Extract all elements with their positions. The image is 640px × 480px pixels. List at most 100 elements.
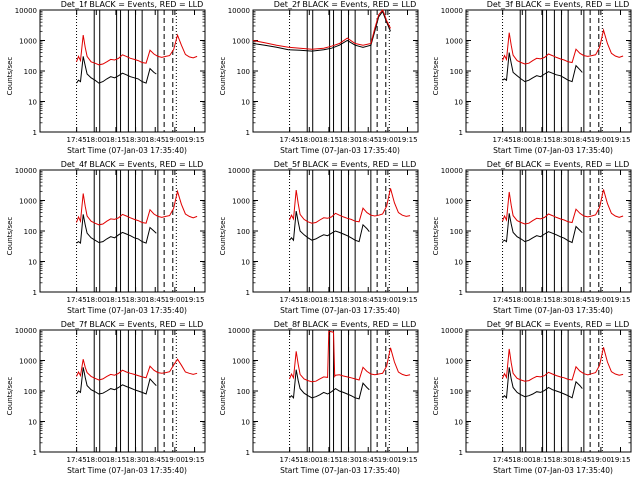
chart-panel: Det_6f BLACK = Events, RED = LLD Counts/s… (428, 160, 640, 320)
x-tick-label: 18:45 (358, 296, 378, 304)
x-tick-label: 19:15 (184, 136, 204, 144)
y-tick-label: 1000 (445, 38, 463, 46)
chart-panel: Det_9f BLACK = Events, RED = LLD Counts/s… (428, 320, 640, 480)
x-tick-label: 18:15 (106, 456, 126, 464)
y-tick-label: 1 (33, 129, 37, 137)
y-tick-label: 10000 (15, 327, 37, 335)
events-series-line (252, 10, 391, 52)
events-series-line (289, 211, 370, 243)
y-tick-label: 1000 (232, 38, 250, 46)
lld-series-line (502, 189, 624, 225)
x-axis-label: Start Time (07-Jan-03 17:35:40) (67, 466, 187, 475)
y-tick-label: 10000 (15, 7, 37, 15)
y-tick-label: 1000 (19, 358, 37, 366)
y-tick-label: 1 (246, 289, 250, 297)
x-tick-label: 19:15 (184, 456, 204, 464)
chart-title: Det_6f BLACK = Events, RED = LLD (486, 160, 630, 169)
y-tick-label: 100 (450, 228, 463, 236)
x-tick-label: 18:30 (551, 456, 571, 464)
x-tick-label: 17:45 (493, 456, 513, 464)
events-series-line (76, 56, 157, 84)
y-tick-label: 1 (459, 449, 463, 457)
lld-series-line (76, 358, 198, 381)
y-tick-label: 1 (246, 449, 250, 457)
x-axis-label: Start Time (07-Jan-03 17:35:40) (67, 146, 187, 155)
lld-series-line (502, 347, 624, 382)
x-tick-label: 17:45 (493, 136, 513, 144)
x-axis-label: Start Time (07-Jan-03 17:35:40) (493, 306, 613, 315)
x-tick-label: 19:00 (165, 296, 185, 304)
y-tick-label: 100 (24, 68, 37, 76)
x-tick-label: 18:15 (319, 136, 339, 144)
x-axis-label: Start Time (07-Jan-03 17:35:40) (280, 466, 400, 475)
x-tick-label: 18:15 (106, 136, 126, 144)
chart-title: Det_1f BLACK = Events, RED = LLD (60, 0, 204, 9)
x-tick-label: 18:30 (551, 296, 571, 304)
x-tick-label: 18:45 (571, 456, 591, 464)
x-tick-label: 18:45 (571, 296, 591, 304)
y-tick-label: 10000 (228, 327, 250, 335)
y-tick-label: 10 (454, 99, 463, 107)
y-tick-label: 1 (33, 449, 37, 457)
x-tick-label: 18:45 (145, 296, 165, 304)
chart-svg: 1 10 100 1000 10000 17:45 18:00 18:15 18:30 18:45… (15, 7, 206, 144)
axes-frame (39, 329, 206, 453)
x-tick-label: 18:15 (319, 456, 339, 464)
x-tick-label: 18:30 (125, 296, 145, 304)
x-tick-label: 18:15 (532, 456, 552, 464)
y-tick-label: 10 (28, 419, 37, 427)
x-tick-label: 19:15 (397, 136, 417, 144)
x-tick-label: 17:45 (67, 456, 87, 464)
chart-title: Det_2f BLACK = Events, RED = LLD (273, 0, 417, 9)
axes-frame (39, 169, 206, 293)
y-tick-label: 10 (454, 259, 463, 267)
x-tick-label: 18:15 (319, 296, 339, 304)
x-tick-label: 18:45 (358, 456, 378, 464)
axes-frame (465, 329, 632, 453)
y-tick-label: 10 (28, 259, 37, 267)
x-tick-label: 18:00 (512, 456, 532, 464)
y-tick-label: 10 (241, 259, 250, 267)
y-tick-label: 10 (241, 99, 250, 107)
y-tick-label: 10 (241, 419, 250, 427)
lld-series-line (252, 9, 391, 50)
chart-svg: 1 10 100 1000 10000 17:45 18:00 18:15 18:30 18:45… (228, 167, 419, 304)
x-tick-label: 19:15 (397, 456, 417, 464)
y-tick-label: 100 (450, 388, 463, 396)
chart-panel: Det_4f BLACK = Events, RED = LLD Counts/s… (2, 160, 215, 320)
chart-svg: 1 10 100 1000 10000 17:45 18:00 18:15 18:30 18:45… (441, 7, 632, 144)
y-tick-label: 100 (237, 228, 250, 236)
y-tick-label: 1000 (232, 198, 250, 206)
y-tick-label: 10 (454, 419, 463, 427)
x-tick-label: 18:30 (338, 296, 358, 304)
y-tick-label: 10000 (441, 7, 463, 15)
x-tick-label: 18:45 (571, 136, 591, 144)
x-tick-label: 19:00 (378, 136, 398, 144)
axes-frame (465, 9, 632, 133)
y-tick-label: 1 (459, 129, 463, 137)
chart-title: Det_9f BLACK = Events, RED = LLD (486, 320, 630, 329)
y-tick-label: 1000 (19, 198, 37, 206)
y-tick-label: 10000 (15, 167, 37, 175)
x-tick-label: 18:30 (125, 456, 145, 464)
chart-panel: Det_2f BLACK = Events, RED = LLD Counts/s… (215, 0, 428, 160)
x-tick-label: 17:45 (493, 296, 513, 304)
y-tick-label: 1000 (232, 358, 250, 366)
lld-series-line (76, 189, 198, 226)
x-tick-label: 19:15 (397, 296, 417, 304)
x-tick-label: 19:00 (591, 296, 611, 304)
x-tick-label: 18:30 (551, 136, 571, 144)
chart-panel: Det_3f BLACK = Events, RED = LLD Counts/s… (428, 0, 640, 160)
x-tick-label: 18:00 (86, 136, 106, 144)
x-tick-label: 18:15 (532, 136, 552, 144)
chart-panel: Det_5f BLACK = Events, RED = LLD Counts/s… (215, 160, 428, 320)
x-tick-label: 17:45 (67, 136, 87, 144)
x-tick-label: 18:00 (86, 296, 106, 304)
chart-title: Det_7f BLACK = Events, RED = LLD (60, 320, 204, 329)
chart-panel: Det_8f BLACK = Events, RED = LLD Counts/s… (215, 320, 428, 480)
y-tick-label: 10 (28, 99, 37, 107)
x-tick-label: 17:45 (67, 296, 87, 304)
lld-series-line (502, 28, 624, 65)
y-tick-label: 10000 (228, 167, 250, 175)
y-tick-label: 1 (246, 129, 250, 137)
